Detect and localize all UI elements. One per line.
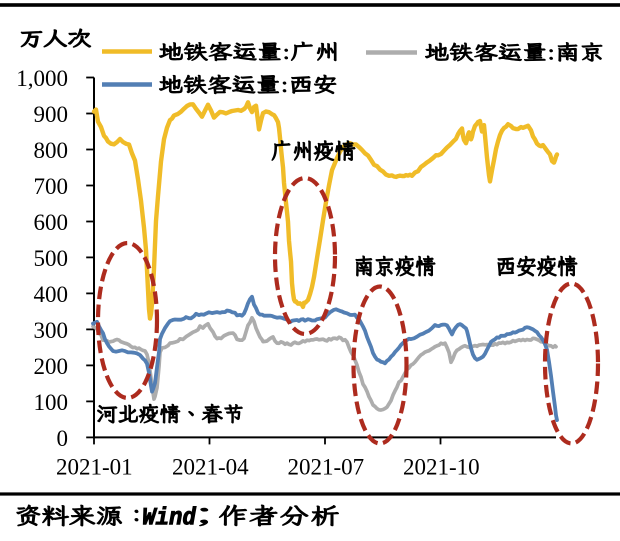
svg-text:2021-04: 2021-04 bbox=[172, 455, 249, 480]
svg-text:700: 700 bbox=[34, 174, 69, 199]
svg-text:2021-01: 2021-01 bbox=[56, 455, 133, 480]
svg-text:900: 900 bbox=[34, 102, 69, 127]
svg-text:500: 500 bbox=[34, 246, 69, 271]
svg-text:2021-10: 2021-10 bbox=[403, 455, 480, 480]
svg-text:1,000: 1,000 bbox=[16, 66, 68, 91]
svg-text:300: 300 bbox=[34, 318, 69, 343]
svg-text:400: 400 bbox=[34, 282, 69, 307]
svg-text:800: 800 bbox=[34, 138, 69, 163]
svg-text:600: 600 bbox=[34, 210, 69, 235]
svg-text:2021-07: 2021-07 bbox=[287, 455, 364, 480]
svg-text:0: 0 bbox=[57, 426, 69, 451]
svg-text:100: 100 bbox=[34, 390, 69, 415]
svg-text:200: 200 bbox=[34, 354, 69, 379]
